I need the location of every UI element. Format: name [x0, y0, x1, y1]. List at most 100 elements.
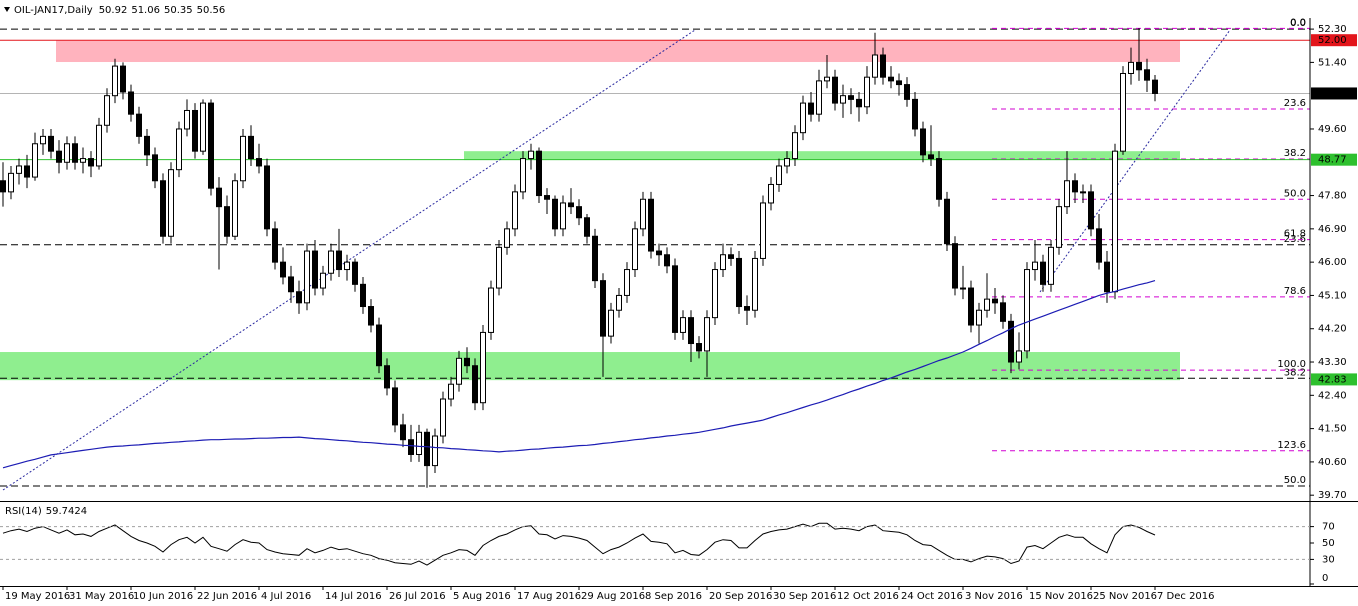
y-tick-label: 45.10 — [1318, 290, 1347, 301]
candle-body — [1072, 180, 1078, 193]
candle-body — [992, 298, 998, 304]
y-tick-label: 40.60 — [1318, 457, 1347, 468]
candle-body — [64, 143, 70, 163]
y-tick-label: 43.30 — [1318, 357, 1347, 368]
fib-label: 123.6 — [1277, 440, 1306, 451]
candle-body — [1104, 261, 1110, 293]
candle-body — [1056, 206, 1062, 248]
trend-line — [1039, 29, 1231, 293]
candle-body — [136, 113, 142, 137]
candle-body — [32, 143, 38, 178]
candle-body — [1064, 180, 1070, 208]
candle-body — [456, 357, 462, 385]
candle-body — [568, 202, 574, 208]
x-tick-label: 3 Nov 2016 — [965, 591, 1023, 602]
candle-body — [104, 95, 110, 126]
candle-body — [728, 254, 734, 259]
candle-body — [512, 191, 518, 230]
x-tick-label: 12 Oct 2016 — [837, 591, 899, 602]
candle-body — [176, 128, 182, 171]
candle-body — [0, 180, 6, 193]
candle-body — [328, 250, 334, 274]
candle-body — [832, 76, 838, 104]
fib-label: 0.0 — [1290, 18, 1306, 29]
y-tick-label: 42.40 — [1318, 390, 1347, 401]
candle-body — [208, 102, 214, 189]
zone — [464, 151, 1180, 161]
rsi-name: RSI(14) — [5, 506, 42, 517]
candle-body — [264, 165, 270, 230]
candle-body — [368, 306, 374, 326]
candle-body — [384, 365, 390, 389]
x-tick-label: 26 Jul 2016 — [389, 591, 446, 602]
candle-body — [448, 383, 454, 400]
x-tick-label: 30 Sep 2016 — [773, 591, 836, 602]
candle-body — [144, 135, 150, 156]
rsi-tick-label: 30 — [1322, 554, 1335, 565]
candle-body — [304, 250, 310, 304]
fib-label: 0.0 — [1290, 17, 1306, 28]
candle-body — [40, 135, 46, 145]
levels: 0.023.638.250.00.023.638.250.061.878.610… — [0, 17, 1310, 487]
price-label: 48.77 — [1318, 155, 1347, 166]
candle-body — [496, 246, 502, 289]
candle-body — [544, 195, 550, 200]
candle-body — [912, 98, 918, 130]
candle-body — [128, 91, 134, 115]
rsi-header: RSI(14) 59.7424 — [5, 506, 87, 517]
price-label: 42.83 — [1318, 374, 1347, 385]
y-tick-label: 49.60 — [1318, 124, 1347, 135]
candle-body — [944, 198, 950, 245]
candle-body — [344, 261, 350, 271]
low: 50.35 — [164, 5, 193, 16]
candle-body — [296, 291, 302, 304]
candle-body — [168, 169, 174, 237]
candle-body — [648, 198, 654, 252]
x-tick-label: 15 Nov 2016 — [1029, 591, 1093, 602]
candle-body — [768, 183, 774, 204]
candle-body — [352, 261, 358, 285]
candle-body — [224, 206, 230, 237]
candle-body — [784, 158, 790, 167]
candle-body — [248, 135, 254, 160]
candle-body — [808, 102, 814, 115]
x-tick-label: 14 Jul 2016 — [325, 591, 382, 602]
candle-body — [48, 135, 54, 152]
x-tick-label: 29 Aug 2016 — [581, 591, 645, 602]
candle-body — [656, 250, 662, 256]
candle-body — [1016, 350, 1022, 363]
candle-body — [16, 165, 22, 174]
candle-body — [152, 154, 158, 182]
zone — [56, 40, 1180, 63]
candle-body — [968, 287, 974, 326]
fib-label: 38.2 — [1284, 367, 1306, 378]
candle-body — [88, 158, 94, 167]
rsi-tick-label: 50 — [1322, 538, 1335, 549]
candle-body — [872, 54, 878, 78]
candle-body — [616, 294, 622, 311]
candle-body — [472, 365, 478, 404]
moving-average — [2, 280, 1156, 469]
candle-body — [672, 265, 678, 333]
candle-body — [864, 76, 870, 108]
price-label-box — [1311, 34, 1357, 47]
candle-body — [824, 76, 830, 82]
fib-label: 50.0 — [1284, 188, 1306, 199]
candle-body — [736, 257, 742, 308]
candle-body — [416, 431, 422, 456]
fib-label: 23.6 — [1284, 234, 1306, 245]
x-tick-label: 5 Aug 2016 — [453, 591, 511, 602]
menu-icon — [4, 7, 10, 12]
marks — [0, 27, 1158, 566]
trend-line — [2, 29, 696, 491]
candle-body — [1136, 61, 1142, 71]
candle-body — [112, 65, 118, 97]
candle-body — [232, 180, 238, 237]
candle-body — [376, 324, 382, 367]
price-label: 52.00 — [1318, 35, 1347, 46]
candle-body — [904, 84, 910, 100]
candle-body — [792, 132, 798, 160]
candle-body — [184, 109, 190, 130]
